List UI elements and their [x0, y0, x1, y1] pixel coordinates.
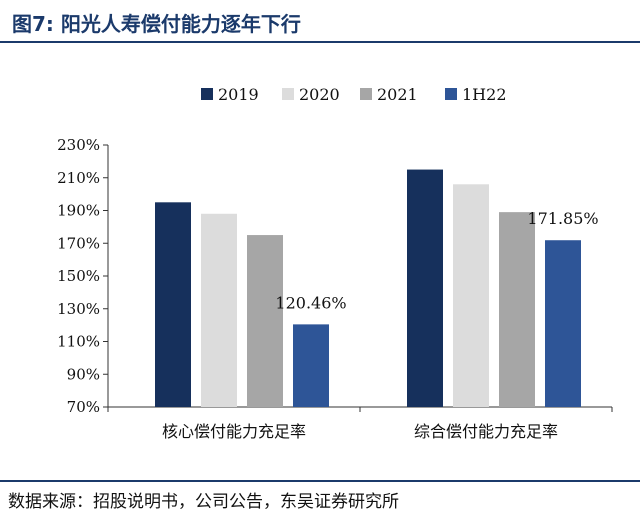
legend-label-2019: 2019: [218, 85, 259, 104]
x-category-label: 综合偿付能力充足率: [414, 422, 558, 441]
y-tick-label: 170%: [57, 234, 100, 252]
data-label: 171.85%: [527, 209, 598, 228]
bar-2019-1: [407, 169, 443, 407]
y-tick-label: 150%: [57, 267, 100, 285]
legend-swatch-2021: [360, 88, 372, 100]
figure-header: 图7: 阳光人寿偿付能力逐年下行: [0, 0, 640, 46]
bar-2019-0: [155, 202, 191, 407]
bar-1H22-1: [545, 240, 581, 407]
y-tick-label: 210%: [57, 169, 100, 187]
y-tick-label: 90%: [67, 365, 100, 383]
bar-2020-1: [453, 184, 489, 407]
legend-swatch-1H22: [445, 88, 457, 100]
legend-label-2021: 2021: [377, 85, 418, 104]
y-tick-label: 190%: [57, 202, 100, 220]
legend-label-2020: 2020: [299, 85, 340, 104]
bar-1H22-0: [293, 324, 329, 407]
source-divider: [0, 480, 640, 482]
legend-label-1H22: 1H22: [462, 85, 507, 104]
bar-chart: 70% 90% 110% 130% 150% 170% 190% 210% 230% 核心偿付能力…: [57, 85, 613, 441]
y-tick-label: 110%: [57, 333, 100, 351]
legend-swatch-2020: [282, 88, 294, 100]
figure-source: 数据来源：招股说明书，公司公告，东吴证券研究所: [8, 492, 399, 512]
x-category-label: 核心偿付能力充足率: [162, 422, 306, 441]
y-tick-label: 70%: [67, 398, 100, 416]
bar-2021-0: [247, 235, 283, 407]
bar-2020-0: [201, 213, 237, 407]
y-tick-label: 130%: [57, 300, 100, 318]
data-label: 120.46%: [275, 293, 346, 312]
title-divider: [0, 41, 640, 43]
bar-2021-1: [499, 212, 535, 407]
figure-title: 图7: 阳光人寿偿付能力逐年下行: [12, 12, 301, 36]
y-tick-label: 230%: [57, 136, 100, 154]
legend-swatch-2019: [201, 88, 213, 100]
